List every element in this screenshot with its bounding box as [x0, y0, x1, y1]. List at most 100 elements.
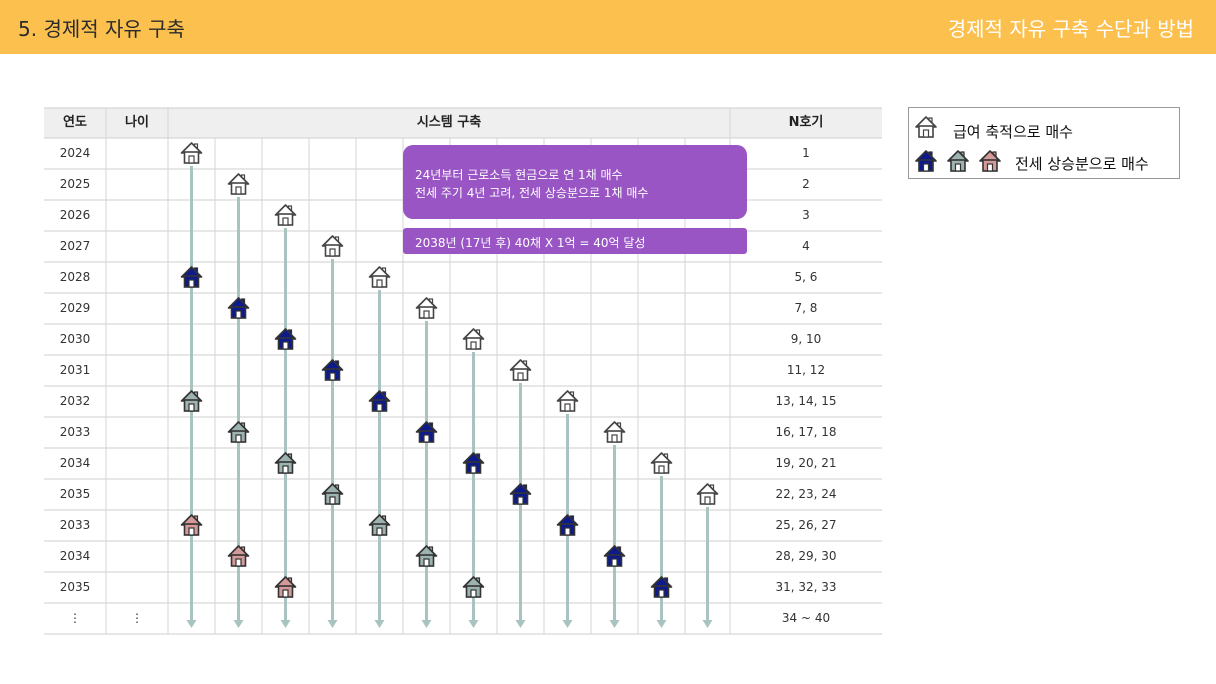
house-pink-icon: [227, 545, 250, 567]
house-pink-icon: [180, 514, 203, 536]
cell-year: 2028: [59, 270, 91, 284]
house-blue-icon: [180, 266, 203, 288]
house-outline-icon: [509, 359, 532, 381]
arrow-head: [327, 620, 338, 628]
cell-age: [106, 138, 168, 168]
house-blue-icon: [321, 359, 344, 381]
arrow-head: [374, 620, 385, 628]
cell-age: [106, 479, 168, 509]
house-gray-icon: [274, 452, 297, 474]
house-gray-icon: [180, 390, 203, 412]
house-outline-icon: [415, 297, 438, 319]
cell-age: [106, 231, 168, 261]
cell-n: 16, 17, 18: [775, 425, 837, 439]
house-gray-icon: [462, 576, 485, 598]
cell-n: 4: [802, 239, 810, 253]
header-system: 시스템 구축: [416, 115, 482, 130]
house-outline-icon: [462, 328, 485, 350]
house-blue-icon: [556, 514, 579, 536]
cell-n: 5, 6: [794, 270, 818, 284]
cell-n: 25, 26, 27: [775, 518, 837, 532]
cell-n: 22, 23, 24: [775, 487, 837, 501]
cell-age: [106, 324, 168, 354]
legend-box: 급여 축적으로 매수 전세 상승분으로 매수: [908, 107, 1180, 179]
house-blue-icon: [274, 328, 297, 350]
cell-year: 2034: [59, 549, 91, 563]
header-subtitle: 경제적 자유 구축 수단과 방법: [947, 17, 1194, 41]
cell-n: 1: [802, 146, 810, 160]
house-outline-icon: [696, 483, 719, 505]
cell-age: [106, 262, 168, 292]
house-outline-icon: [556, 390, 579, 412]
cell-n: 31, 32, 33: [775, 580, 837, 594]
cell-n: 28, 29, 30: [775, 549, 837, 563]
cell-age: [106, 200, 168, 230]
cell-year: 2026: [59, 208, 91, 222]
arrow-head: [280, 620, 291, 628]
arrow-head: [702, 620, 713, 628]
house-blue-icon: [603, 545, 626, 567]
cell-year: 2024: [59, 146, 91, 160]
header-age: 나이: [125, 115, 149, 130]
house-gray-icon: [321, 483, 344, 505]
table-header-bg: [44, 108, 882, 138]
cell-age: ⋮: [131, 611, 143, 625]
cell-age: [106, 417, 168, 447]
cell-n: 9, 10: [790, 332, 822, 346]
house-gray-icon: [947, 150, 969, 172]
header-year: 연도: [63, 115, 87, 130]
house-outline-icon: [650, 452, 673, 474]
cell-year: ⋮: [69, 611, 81, 625]
house-outline-icon: [321, 235, 344, 257]
house-gray-icon: [227, 421, 250, 443]
house-blue-icon: [415, 421, 438, 443]
cell-age: [106, 169, 168, 199]
house-outline-icon: [368, 266, 391, 288]
house-outline-icon: [227, 173, 250, 195]
arrow-head: [656, 620, 667, 628]
cell-year: 2033: [59, 425, 91, 439]
header-title: 5. 경제적 자유 구축: [18, 17, 185, 41]
arrow-head: [421, 620, 432, 628]
house-outline-icon: [603, 421, 626, 443]
cell-n: 3: [802, 208, 810, 222]
callout-line-1: 24년부터 근로소득 현금으로 연 1채 매수: [415, 168, 623, 182]
house-gray-icon: [368, 514, 391, 536]
cell-n: 2: [802, 177, 810, 191]
cell-age: [106, 572, 168, 602]
cell-n: 19, 20, 21: [775, 456, 837, 470]
arrow-head: [515, 620, 526, 628]
house-blue-icon: [462, 452, 485, 474]
cell-year: 2032: [59, 394, 91, 408]
arrow-head: [609, 620, 620, 628]
house-blue-icon: [915, 150, 937, 172]
goal-callout: 2038년 (17년 후) 40채 X 1억 = 40억 달성: [403, 228, 747, 254]
cell-age: [106, 541, 168, 571]
house-blue-icon: [650, 576, 673, 598]
cell-n: 7, 8: [794, 301, 818, 315]
cell-year: 2029: [59, 301, 91, 315]
house-outline-icon: [274, 204, 297, 226]
house-outline-icon: [180, 142, 203, 164]
house-blue-icon: [509, 483, 532, 505]
cell-age: [106, 355, 168, 385]
cell-age: [106, 448, 168, 478]
cell-year: 2035: [59, 487, 91, 501]
goal-text: 2038년 (17년 후) 40채 X 1억 = 40억 달성: [415, 236, 646, 250]
cell-year: 2031: [59, 363, 91, 377]
cell-year: 2025: [59, 177, 91, 191]
legend-jeonse-label: 전세 상승분으로 매수: [1015, 155, 1149, 173]
house-gray-icon: [415, 545, 438, 567]
cell-n: 13, 14, 15: [775, 394, 837, 408]
house-pink-icon: [274, 576, 297, 598]
cell-age: [106, 510, 168, 540]
cell-year: 2033: [59, 518, 91, 532]
cell-age: [106, 386, 168, 416]
cell-age: [106, 293, 168, 323]
legend-icons: [915, 116, 1001, 172]
cell-n: 34 ~ 40: [781, 611, 831, 625]
arrow-head: [468, 620, 479, 628]
cell-year: 2034: [59, 456, 91, 470]
cell-n: 11, 12: [786, 363, 826, 377]
